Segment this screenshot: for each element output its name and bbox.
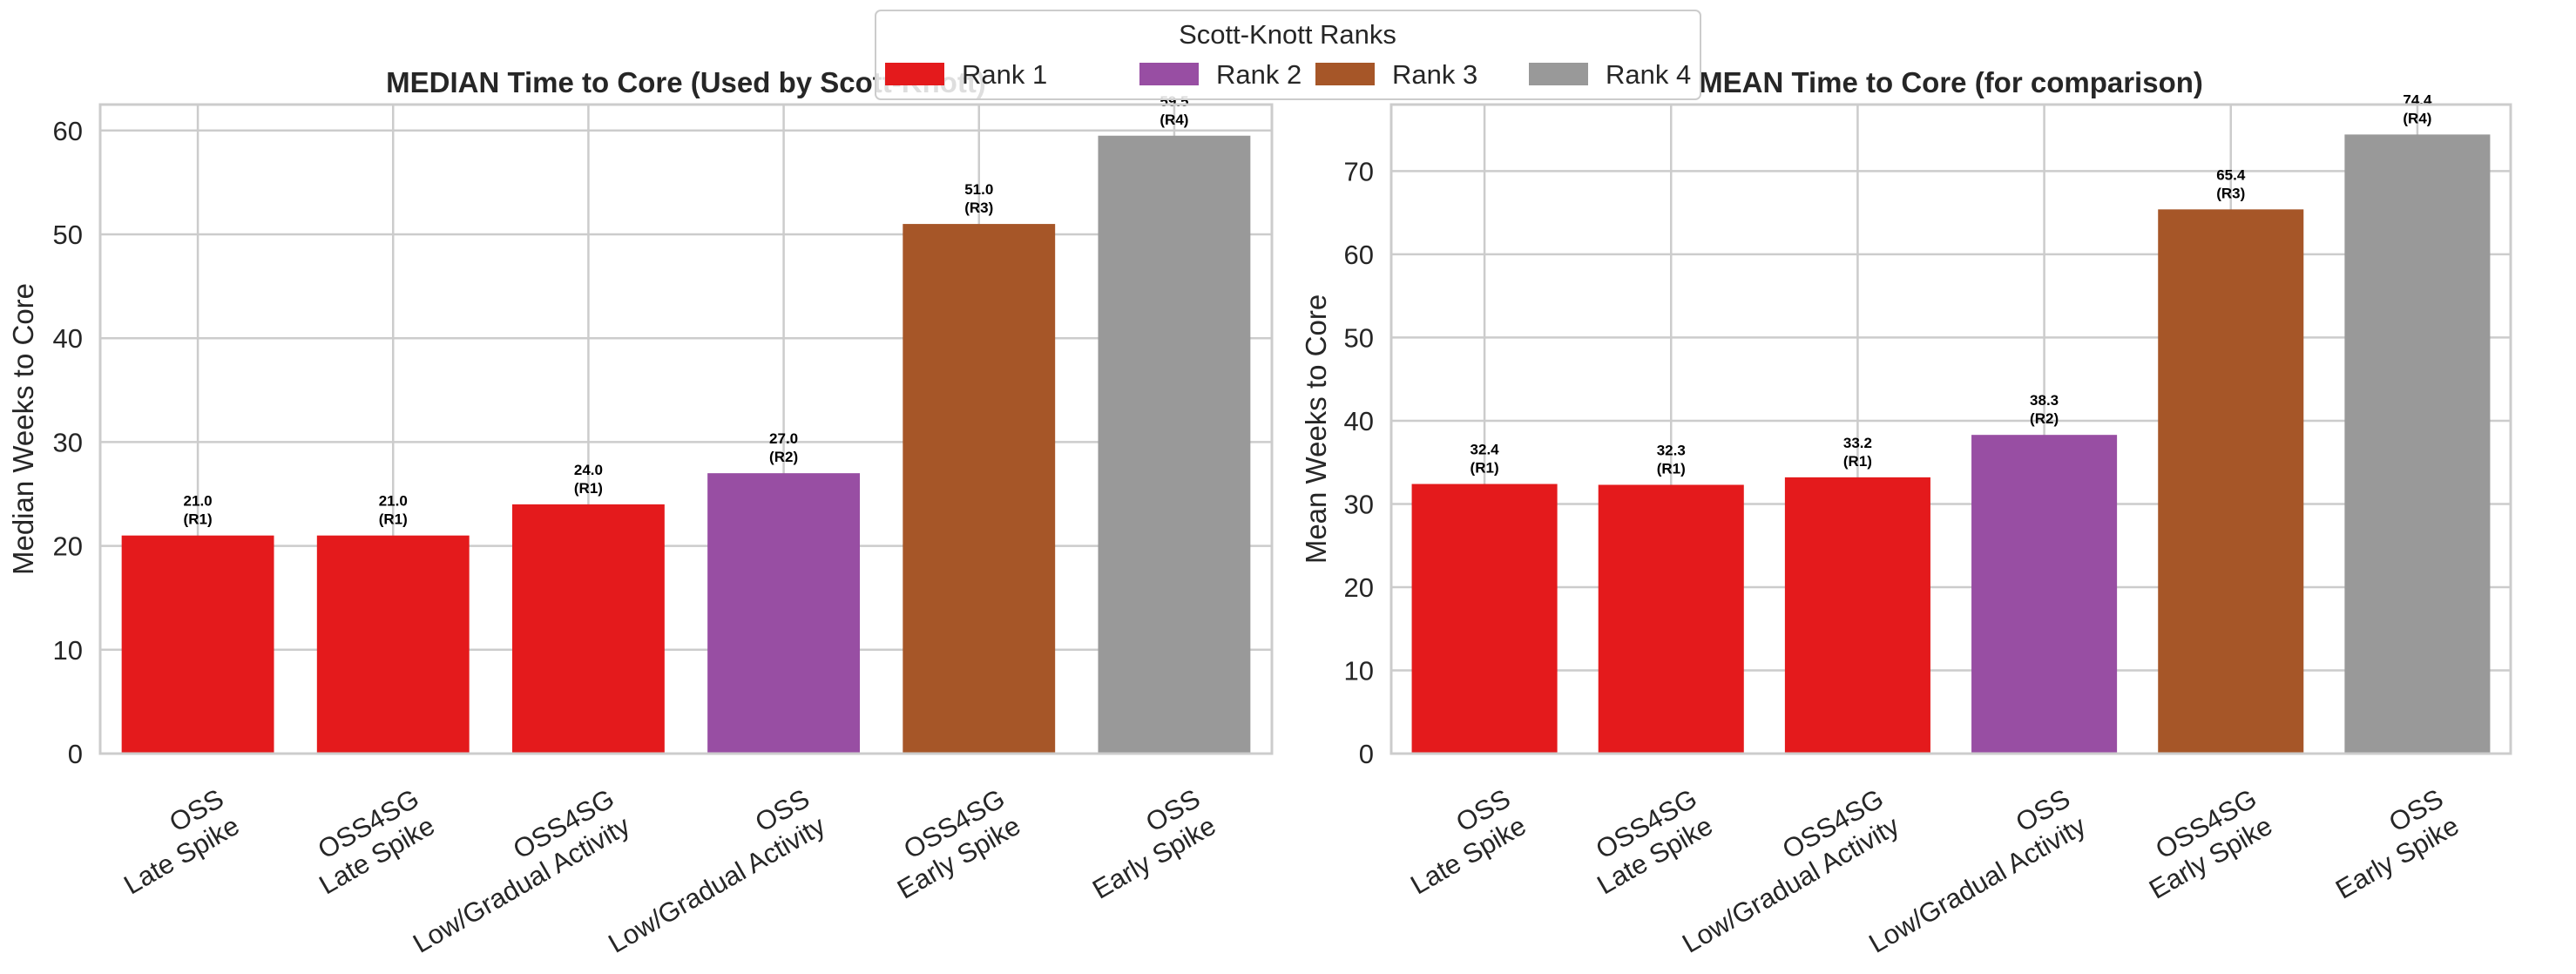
y-tick-label: 50: [1344, 322, 1374, 353]
y-tick-label: 30: [1344, 489, 1374, 519]
x-tick-label: OSS4SGLate Spike: [1576, 783, 1717, 901]
bar: [316, 535, 470, 754]
bar-value-label: 33.2: [1843, 435, 1872, 451]
bar-rank-label: (R1): [379, 511, 408, 528]
bar-value-label: 21.0: [379, 493, 408, 510]
y-axis-label: Median Weeks to Core: [7, 283, 39, 575]
y-tick-label: 60: [53, 116, 83, 146]
x-tick-label: OSSEarly Spike: [1072, 783, 1220, 905]
bar-rank-label: (R3): [964, 200, 993, 216]
legend: Scott-Knott Ranks Rank 1 Rank 2 Rank 3 Rank…: [875, 10, 1701, 100]
bar-value-label: 21.0: [184, 493, 213, 510]
bar: [1411, 484, 1558, 754]
x-tick-label: OSS4SGEarly Spike: [2128, 783, 2277, 905]
bar-rank-label: (R1): [184, 511, 213, 528]
bar-rank-label: (R1): [574, 480, 603, 497]
bar-value-label: 65.4: [2216, 166, 2246, 183]
bar-rank-label: (R1): [1843, 453, 1872, 470]
y-tick-label: 40: [53, 323, 83, 354]
bar: [2344, 134, 2491, 754]
y-tick-label: 0: [1359, 739, 1374, 769]
legend-swatch: [1529, 63, 1588, 85]
bar-value-label: 32.3: [1657, 442, 1686, 458]
bar-rank-label: (R2): [2030, 410, 2059, 427]
bar: [121, 535, 274, 754]
bar-value-label: 24.0: [574, 462, 603, 478]
x-tick-label: OSSLow/Gradual Activity: [587, 783, 830, 959]
bar-value-label: 51.0: [964, 181, 993, 198]
x-tick-label: OSSLate Spike: [103, 783, 244, 901]
x-tick-label: OSS4SGLow/Gradual Activity: [392, 783, 635, 959]
legend-label: Rank 4: [1606, 59, 1691, 90]
y-tick-label: 0: [68, 739, 83, 769]
y-tick-label: 50: [53, 220, 83, 250]
y-tick-label: 20: [53, 531, 83, 562]
y-tick-label: 10: [53, 635, 83, 666]
bar-value-label: 32.4: [1471, 442, 1500, 458]
y-axis-label: Mean Weeks to Core: [1300, 294, 1332, 564]
bar-rank-label: (R1): [1657, 460, 1686, 477]
bar: [1971, 435, 2118, 754]
y-tick-label: 70: [1344, 156, 1374, 186]
legend-label: Rank 3: [1392, 59, 1477, 90]
bar: [511, 504, 665, 754]
x-tick-label: OSS4SGLate Spike: [298, 783, 439, 901]
legend-swatch: [1139, 63, 1199, 85]
bar: [707, 473, 861, 754]
legend-entries: Rank 1 Rank 2 Rank 3 Rank 4: [885, 59, 1691, 90]
y-tick-label: 30: [53, 427, 83, 457]
bar-rank-label: (R3): [2216, 185, 2245, 201]
y-tick-label: 10: [1344, 655, 1374, 686]
chart-title: MEAN Time to Core (for comparison): [1699, 66, 2203, 98]
bar-rank-label: (R4): [1160, 112, 1188, 128]
legend-swatch: [885, 63, 944, 85]
legend-label: Rank 1: [962, 59, 1047, 90]
legend-title: Scott-Knott Ranks: [1179, 19, 1396, 50]
bar: [1598, 484, 1744, 754]
y-tick-label: 20: [1344, 572, 1374, 603]
bar-value-label: 74.4: [2403, 91, 2432, 108]
bar: [1098, 135, 1251, 754]
legend-frame: [875, 10, 1701, 100]
plot-frame: [1389, 103, 2512, 755]
y-tick-label: 60: [1344, 240, 1374, 270]
legend-swatch: [1315, 63, 1375, 85]
legend-label: Rank 2: [1216, 59, 1302, 90]
bar: [903, 224, 1056, 754]
x-tick-label: OSS4SGEarly Spike: [876, 783, 1025, 905]
bar-rank-label: (R1): [1471, 460, 1499, 477]
x-tick-label: OSSLate Spike: [1389, 783, 1531, 901]
bar-rank-label: (R4): [2403, 110, 2431, 126]
y-tick-label: 40: [1344, 406, 1374, 436]
x-tick-label: OSSEarly Spike: [2315, 783, 2464, 905]
bar: [2158, 209, 2304, 754]
mean-chart: 0 10 20 30 40 50 60 70 32.4 (R1) OSSLate Spike 32.3…: [1300, 66, 2512, 959]
bar: [1784, 477, 1930, 754]
bar-value-label: 38.3: [2030, 392, 2059, 409]
plot-frame: [98, 103, 1274, 755]
bar-value-label: 27.0: [769, 430, 798, 447]
bar-rank-label: (R2): [769, 449, 798, 465]
